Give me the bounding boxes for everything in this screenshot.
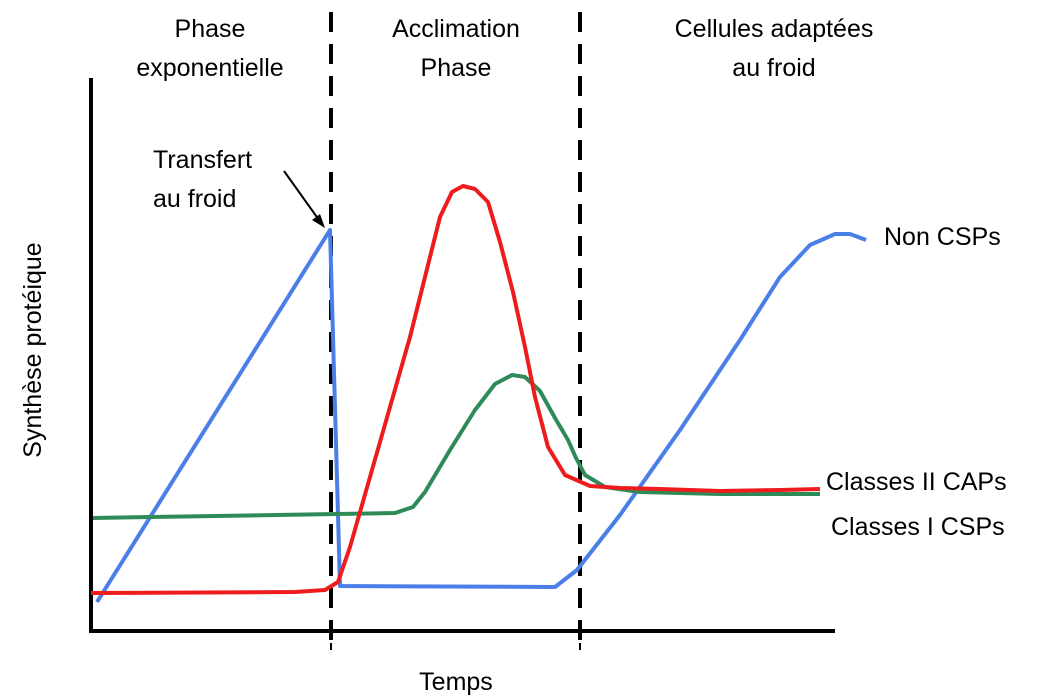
transfer-arrow-head [312, 214, 325, 228]
phase-1-title-line1: Phase [175, 15, 246, 43]
classes-i-csps-label: Classes I CSPs [831, 513, 1005, 541]
classes-ii-caps-curve [92, 373, 820, 520]
transfer-annotation-line2: au froid [153, 185, 236, 213]
phase-3-title-line2: au froid [732, 54, 815, 82]
classes-i-csps-curve [90, 184, 821, 595]
phase-2-title-line1: Acclimation [392, 15, 520, 43]
non-csps-label: Non CSPs [884, 223, 1001, 251]
transfer-annotation-line1: Transfert [153, 146, 252, 174]
phase-1-title-line2: exponentielle [136, 54, 283, 82]
classes-ii-caps-label: Classes II CAPs [826, 468, 1007, 496]
x-axis-label: Temps [419, 668, 493, 695]
phase-2-title-line2: Phase [421, 54, 492, 82]
transfer-arrow-shaft [283, 170, 320, 221]
non-csps-curve [95, 228, 867, 604]
phase-3-title-line1: Cellules adaptées [675, 15, 874, 43]
y-axis-label: Synthèse protéique [19, 242, 47, 457]
